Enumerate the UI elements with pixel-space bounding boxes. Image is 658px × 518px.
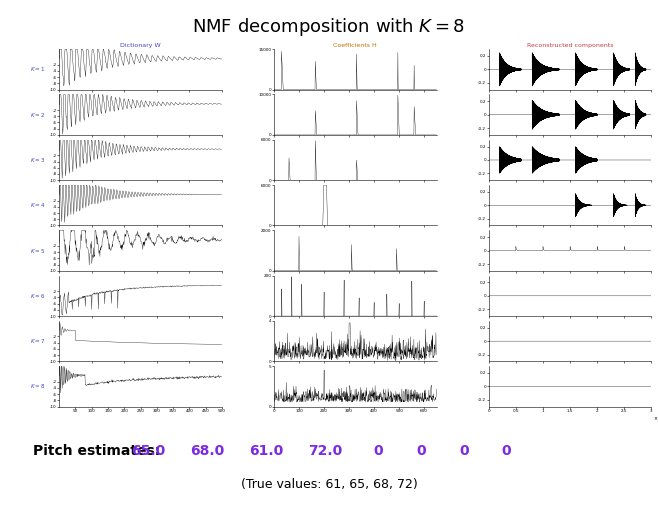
Text: 65.0: 65.0 bbox=[131, 443, 165, 458]
Text: 68.0: 68.0 bbox=[190, 443, 224, 458]
Title: Dictionary W: Dictionary W bbox=[120, 43, 161, 48]
Text: $\times10^4$: $\times10^4$ bbox=[653, 414, 658, 423]
Y-axis label: $K=3$: $K=3$ bbox=[30, 156, 45, 164]
Y-axis label: $K=4$: $K=4$ bbox=[30, 202, 45, 209]
Text: 61.0: 61.0 bbox=[249, 443, 284, 458]
Text: NMF decomposition with $K = 8$: NMF decomposition with $K = 8$ bbox=[193, 16, 465, 37]
Y-axis label: $K=5$: $K=5$ bbox=[30, 247, 45, 254]
Text: 0: 0 bbox=[502, 443, 511, 458]
Text: 0: 0 bbox=[374, 443, 383, 458]
Text: 72.0: 72.0 bbox=[309, 443, 343, 458]
Y-axis label: $K=6$: $K=6$ bbox=[30, 292, 45, 300]
Text: Pitch estimates:: Pitch estimates: bbox=[33, 443, 160, 458]
Title: Reconstructed components: Reconstructed components bbox=[527, 43, 613, 48]
Y-axis label: $K=2$: $K=2$ bbox=[30, 111, 45, 119]
Title: Coefficients H: Coefficients H bbox=[334, 43, 377, 48]
Y-axis label: $K=1$: $K=1$ bbox=[30, 65, 45, 74]
Text: 0: 0 bbox=[459, 443, 468, 458]
Y-axis label: $K=7$: $K=7$ bbox=[30, 337, 45, 345]
Text: 0: 0 bbox=[417, 443, 426, 458]
Y-axis label: $K=8$: $K=8$ bbox=[30, 382, 45, 391]
Text: (True values: 61, 65, 68, 72): (True values: 61, 65, 68, 72) bbox=[241, 478, 417, 491]
